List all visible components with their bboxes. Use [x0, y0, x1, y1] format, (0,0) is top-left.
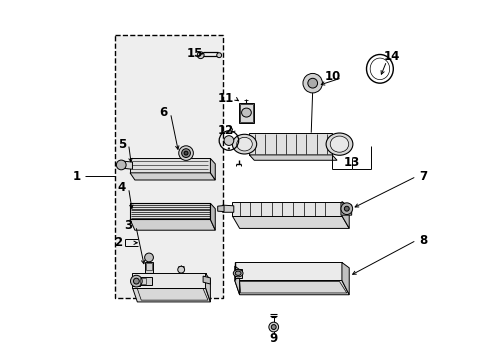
- Circle shape: [216, 53, 221, 58]
- Text: 4: 4: [118, 181, 125, 194]
- Polygon shape: [210, 158, 215, 180]
- Text: 2: 2: [114, 236, 122, 249]
- Circle shape: [178, 266, 184, 273]
- Polygon shape: [238, 103, 254, 123]
- Text: 10: 10: [325, 69, 341, 82]
- Circle shape: [183, 151, 187, 155]
- Polygon shape: [132, 273, 205, 288]
- Text: 12: 12: [218, 124, 234, 137]
- Polygon shape: [130, 173, 215, 180]
- Polygon shape: [234, 266, 239, 295]
- Ellipse shape: [235, 271, 241, 275]
- Polygon shape: [341, 262, 348, 295]
- Circle shape: [340, 203, 352, 215]
- Ellipse shape: [233, 270, 243, 277]
- Ellipse shape: [325, 133, 352, 155]
- Polygon shape: [340, 203, 351, 215]
- Circle shape: [344, 206, 348, 211]
- Polygon shape: [132, 288, 210, 302]
- Polygon shape: [205, 273, 210, 302]
- Polygon shape: [232, 202, 341, 216]
- Polygon shape: [234, 280, 348, 295]
- Polygon shape: [122, 161, 132, 169]
- Polygon shape: [249, 155, 336, 160]
- Text: 8: 8: [419, 234, 427, 247]
- Bar: [115, 35, 222, 298]
- Text: 7: 7: [419, 170, 427, 183]
- Circle shape: [224, 136, 233, 145]
- Circle shape: [144, 253, 153, 262]
- Polygon shape: [234, 262, 341, 280]
- Text: 1: 1: [72, 170, 81, 183]
- Circle shape: [303, 73, 322, 93]
- Text: 9: 9: [269, 332, 277, 345]
- Polygon shape: [341, 202, 348, 228]
- Polygon shape: [210, 203, 215, 230]
- Circle shape: [307, 78, 317, 88]
- Polygon shape: [222, 205, 233, 212]
- Polygon shape: [234, 269, 242, 278]
- Ellipse shape: [329, 136, 348, 152]
- Polygon shape: [217, 206, 224, 212]
- Circle shape: [179, 146, 193, 161]
- Ellipse shape: [241, 108, 251, 117]
- Circle shape: [268, 322, 278, 332]
- Polygon shape: [130, 203, 210, 220]
- Polygon shape: [249, 134, 331, 155]
- Circle shape: [271, 325, 276, 329]
- Text: 14: 14: [383, 50, 399, 63]
- Ellipse shape: [236, 137, 252, 151]
- Text: 11: 11: [218, 92, 234, 105]
- Polygon shape: [132, 277, 140, 286]
- Polygon shape: [118, 162, 123, 168]
- Circle shape: [197, 52, 203, 59]
- Circle shape: [130, 275, 142, 287]
- Circle shape: [133, 278, 139, 284]
- Text: 5: 5: [118, 138, 125, 150]
- Text: 15: 15: [186, 47, 203, 60]
- Text: 3: 3: [124, 219, 132, 233]
- Polygon shape: [140, 277, 152, 285]
- Text: 13: 13: [343, 156, 359, 169]
- Circle shape: [116, 160, 126, 170]
- Polygon shape: [144, 262, 153, 273]
- Circle shape: [181, 149, 190, 157]
- Ellipse shape: [232, 134, 256, 154]
- Polygon shape: [130, 158, 210, 173]
- Text: 6: 6: [159, 107, 167, 120]
- Polygon shape: [203, 276, 210, 284]
- Polygon shape: [130, 220, 215, 230]
- Polygon shape: [232, 216, 348, 228]
